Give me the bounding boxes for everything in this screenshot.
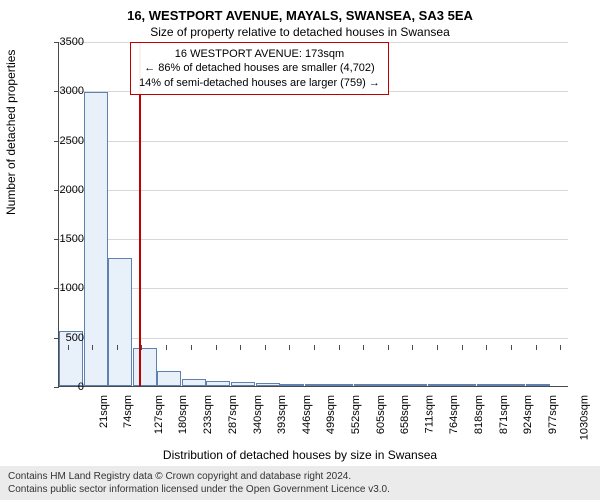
xtick-label: 764sqm (448, 395, 460, 434)
xtick-label: 21sqm (98, 395, 110, 428)
xtick-mark (141, 345, 142, 350)
xtick-label: 1030sqm (578, 395, 590, 440)
xtick-label: 74sqm (122, 395, 134, 428)
chart-title-sub: Size of property relative to detached ho… (0, 23, 600, 39)
xtick-mark (511, 345, 512, 350)
histogram-bar (354, 384, 378, 386)
histogram-bar (403, 384, 427, 386)
xtick-mark (166, 345, 167, 350)
xtick-mark (339, 345, 340, 350)
xtick-label: 180sqm (178, 395, 190, 434)
xtick-label: 711sqm (423, 395, 435, 433)
gridline (59, 239, 568, 240)
xtick-mark (486, 345, 487, 350)
xtick-mark (289, 345, 290, 350)
ytick-label: 2000 (44, 184, 84, 196)
histogram-bar (182, 379, 206, 386)
annotation-line2: ← 86% of detached houses are smaller (4,… (139, 61, 380, 75)
xtick-label: 871sqm (498, 395, 510, 434)
histogram-bar (526, 384, 550, 386)
histogram-bar (378, 384, 402, 386)
xtick-label: 924sqm (523, 395, 535, 434)
ytick-label: 3000 (44, 85, 84, 97)
histogram-bar (452, 384, 476, 386)
gridline (59, 190, 568, 191)
xtick-label: 233sqm (202, 395, 214, 434)
histogram-bar (305, 384, 329, 386)
xtick-mark (437, 345, 438, 350)
histogram-bar (108, 258, 132, 386)
footer-line1: Contains HM Land Registry data © Crown c… (8, 470, 592, 483)
xtick-label: 287sqm (227, 395, 239, 434)
histogram-bar (329, 384, 353, 386)
histogram-bar (84, 92, 108, 386)
xtick-label: 977sqm (547, 395, 559, 434)
xtick-label: 818sqm (473, 395, 485, 434)
xtick-mark (240, 345, 241, 350)
ytick-label: 1500 (44, 233, 84, 245)
xtick-label: 499sqm (325, 395, 337, 434)
xtick-mark (314, 345, 315, 350)
histogram-bar (428, 384, 452, 386)
xtick-label: 393sqm (276, 395, 288, 434)
xtick-mark (191, 345, 192, 350)
xtick-mark (68, 345, 69, 350)
gridline (59, 141, 568, 142)
gridline (59, 338, 568, 339)
ytick-label: 0 (44, 381, 84, 393)
histogram-bar (501, 384, 525, 386)
xtick-label: 446sqm (301, 395, 313, 434)
xtick-mark (363, 345, 364, 350)
ytick-label: 2500 (44, 135, 84, 147)
xtick-mark (412, 345, 413, 350)
xtick-label: 552sqm (350, 395, 362, 434)
histogram-bar (280, 384, 304, 386)
xtick-label: 605sqm (375, 395, 387, 434)
xtick-mark (462, 345, 463, 350)
xtick-mark (117, 345, 118, 350)
xtick-label: 658sqm (399, 395, 411, 434)
marker-annotation: 16 WESTPORT AVENUE: 173sqm ← 86% of deta… (130, 42, 389, 95)
xtick-mark (560, 345, 561, 350)
histogram-bar (206, 381, 230, 386)
gridline (59, 288, 568, 289)
ytick-label: 500 (44, 332, 84, 344)
xtick-mark (265, 345, 266, 350)
xtick-mark (92, 345, 93, 350)
xtick-label: 127sqm (153, 395, 165, 434)
xtick-mark (388, 345, 389, 350)
ytick-label: 3500 (44, 36, 84, 48)
y-axis-label: Number of detached properties (4, 50, 18, 215)
histogram-bar (157, 371, 181, 386)
annotation-line1: 16 WESTPORT AVENUE: 173sqm (139, 47, 380, 61)
histogram-bar (256, 383, 280, 386)
footer-attribution: Contains HM Land Registry data © Crown c… (0, 466, 600, 500)
x-axis-label: Distribution of detached houses by size … (0, 448, 600, 462)
footer-line2: Contains public sector information licen… (8, 483, 592, 496)
xtick-label: 340sqm (252, 395, 264, 434)
histogram-bar (133, 348, 157, 386)
annotation-line3: 14% of semi-detached houses are larger (… (139, 76, 380, 90)
histogram-bar (477, 384, 501, 386)
chart-title-main: 16, WESTPORT AVENUE, MAYALS, SWANSEA, SA… (0, 0, 600, 23)
chart-container: 16, WESTPORT AVENUE, MAYALS, SWANSEA, SA… (0, 0, 600, 500)
histogram-bar (231, 382, 255, 386)
xtick-mark (536, 345, 537, 350)
xtick-mark (216, 345, 217, 350)
ytick-label: 1000 (44, 282, 84, 294)
